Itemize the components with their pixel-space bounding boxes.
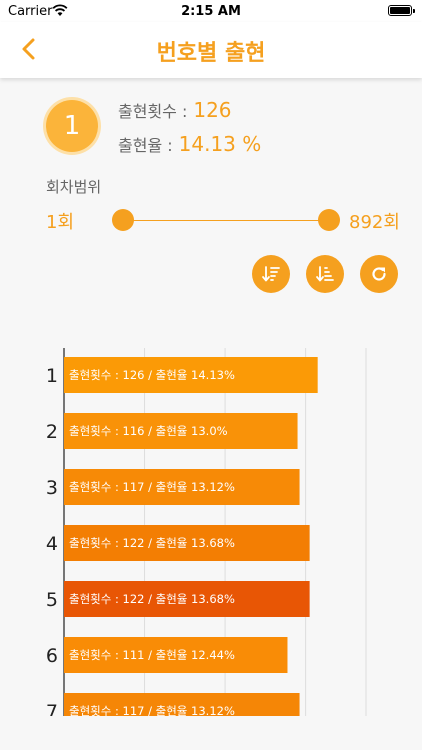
bar-3[interactable]	[64, 469, 300, 505]
y-tick-label-2: 2	[46, 421, 58, 443]
count-value: 126	[193, 98, 232, 122]
number-ball: 1	[46, 100, 98, 152]
nav-bar: 번호별 출현	[0, 22, 422, 78]
count-row: 출현횟수 : 126	[118, 98, 232, 122]
sort-ascending-button[interactable]	[306, 255, 344, 293]
refresh-icon	[372, 267, 386, 281]
bar-label-1: 출현횟수 : 126 / 출현율 14.13%	[69, 368, 235, 382]
bar-1[interactable]	[64, 357, 318, 393]
range-slider-min-handle[interactable]	[112, 209, 134, 231]
y-tick-label-4: 4	[46, 533, 58, 555]
sort-descending-icon	[262, 266, 280, 282]
bar-label-7: 출현횟수 : 117 / 출현율 13.12%	[69, 704, 235, 716]
bar-label-2: 출현횟수 : 116 / 출현율 13.0%	[69, 424, 228, 438]
carrier-label: Carrier	[8, 4, 53, 19]
y-tick-label-1: 1	[46, 365, 58, 387]
wifi-icon	[52, 4, 68, 16]
frequency-chart: 출현횟수 : 126 / 출현율 14.13% 1 출현횟수 : 116 / 출현율…	[0, 340, 422, 716]
status-time: 2:15 AM	[181, 4, 241, 19]
range-min-label: 1회	[46, 212, 75, 233]
rate-row: 출현율 : 14.13 %	[118, 132, 261, 156]
y-tick-label-6: 6	[46, 645, 58, 667]
bar-label-6: 출현횟수 : 111 / 출현율 12.44%	[69, 648, 235, 662]
status-bar: Carrier 2:15 AM	[0, 0, 422, 22]
range-max-label: 892회	[349, 212, 400, 233]
range-slider-max-handle[interactable]	[318, 209, 340, 231]
refresh-button[interactable]	[360, 255, 398, 293]
battery-icon	[388, 5, 415, 16]
bar-2[interactable]	[64, 413, 298, 449]
bar-label-5: 출현횟수 : 122 / 출현율 13.68%	[69, 592, 235, 606]
page-title: 번호별 출현	[156, 41, 266, 66]
range-label: 회차범위	[46, 178, 102, 196]
frequency-chart-svg: 출현횟수 : 126 / 출현율 14.13% 1 출현횟수 : 116 / 출현율…	[46, 348, 367, 716]
sort-ascending-icon	[316, 266, 334, 282]
bar-label-3: 출현횟수 : 117 / 출현율 13.12%	[69, 480, 235, 494]
bar-7[interactable]	[64, 693, 300, 716]
bar-4[interactable]	[64, 525, 310, 561]
back-chevron-icon[interactable]	[14, 34, 44, 64]
bar-6[interactable]	[64, 637, 288, 673]
bar-5[interactable]	[64, 581, 310, 617]
range-slider-track[interactable]	[122, 220, 328, 221]
y-tick-label-5: 5	[46, 589, 58, 611]
sort-descending-button[interactable]	[252, 255, 290, 293]
count-label: 출현횟수 :	[118, 102, 188, 121]
rate-value: 14.13 %	[178, 132, 262, 156]
y-tick-label-7: 7	[46, 701, 58, 716]
rate-label: 출현율 :	[118, 136, 173, 155]
y-tick-label-3: 3	[46, 477, 58, 499]
bar-label-4: 출현횟수 : 122 / 출현율 13.68%	[69, 536, 235, 550]
